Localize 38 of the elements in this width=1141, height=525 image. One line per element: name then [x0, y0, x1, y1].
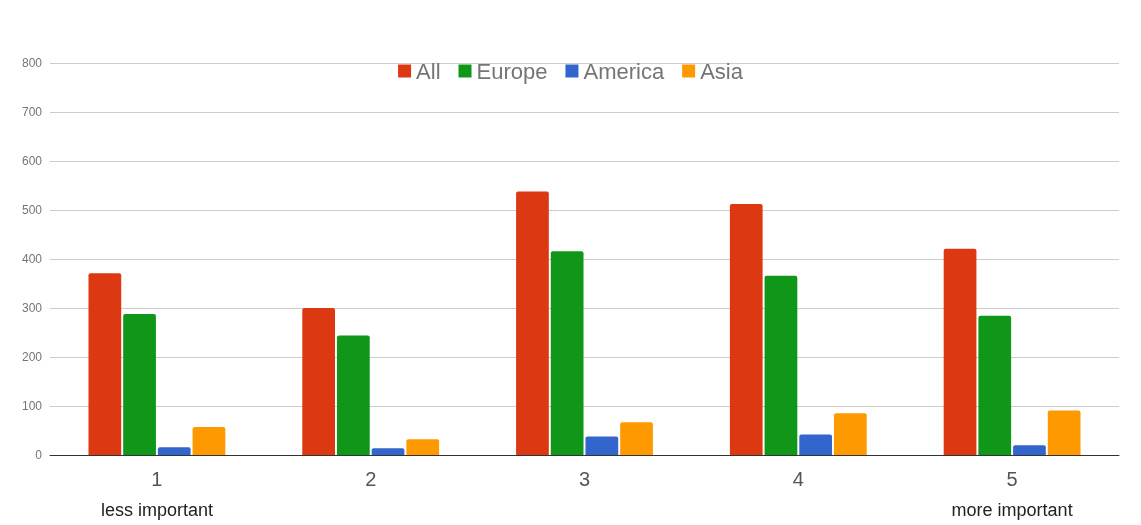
bar [88, 273, 122, 455]
y-tick-label: 600 [21, 154, 43, 168]
bar [406, 439, 440, 455]
bar [799, 434, 833, 455]
x-tick-label: 2 [365, 467, 377, 490]
bar [336, 335, 370, 455]
bar [620, 422, 653, 455]
y-tick-label: 0 [35, 448, 43, 462]
bar [833, 413, 867, 455]
legend-label: All [416, 58, 441, 84]
legend-label: America [583, 58, 665, 84]
y-tick-label: 800 [21, 56, 43, 70]
y-tick-label: 700 [21, 105, 43, 119]
x-tick-label: 1 less important [100, 467, 213, 520]
legend-label: Europe [476, 58, 548, 84]
bar [371, 448, 405, 455]
bar [729, 204, 763, 455]
bar [764, 275, 798, 455]
y-tick-label: 400 [21, 252, 43, 266]
y-tick-label: 100 [21, 399, 43, 413]
x-tick-label: 4 [792, 467, 804, 490]
bar [943, 248, 977, 455]
bar [516, 191, 549, 455]
bar [192, 427, 226, 455]
bar [1013, 445, 1046, 455]
x-tick-label: 5 more important [951, 467, 1073, 520]
bar [123, 313, 156, 455]
legend-label: Asia [700, 58, 744, 84]
y-tick-label: 500 [21, 203, 43, 217]
y-tick-label: 300 [21, 301, 43, 315]
bar [157, 447, 191, 455]
bar [1047, 410, 1081, 455]
bar [585, 436, 619, 455]
bar [550, 251, 584, 455]
x-tick-label: 3 [578, 467, 591, 490]
bar [978, 315, 1012, 455]
bar [302, 308, 336, 455]
y-tick-label: 200 [21, 350, 43, 364]
